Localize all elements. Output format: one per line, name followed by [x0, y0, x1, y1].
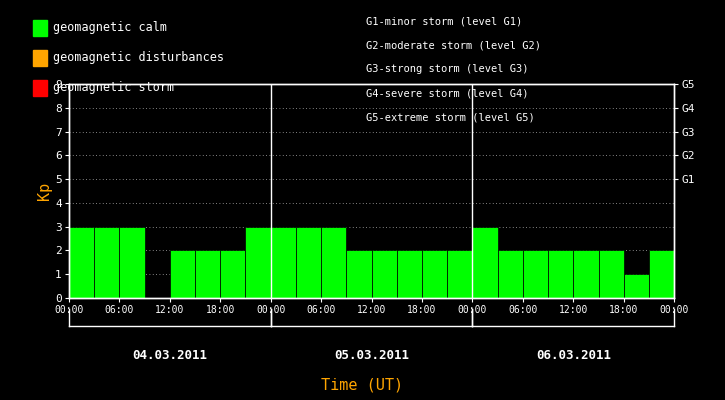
Bar	[523, 250, 548, 298]
Text: 06.03.2011: 06.03.2011	[536, 349, 611, 362]
Bar	[347, 250, 371, 298]
Text: geomagnetic storm: geomagnetic storm	[53, 82, 174, 94]
Text: G2-moderate storm (level G2): G2-moderate storm (level G2)	[366, 40, 541, 50]
Bar	[321, 227, 347, 298]
Bar	[170, 250, 195, 298]
Bar	[497, 250, 523, 298]
Bar	[548, 250, 573, 298]
Y-axis label: Kp: Kp	[38, 182, 52, 200]
Bar	[573, 250, 599, 298]
Bar	[220, 250, 246, 298]
Bar	[270, 227, 296, 298]
Text: 04.03.2011: 04.03.2011	[132, 349, 207, 362]
Text: G3-strong storm (level G3): G3-strong storm (level G3)	[366, 64, 529, 74]
Bar	[120, 227, 144, 298]
Bar	[624, 274, 649, 298]
Text: 05.03.2011: 05.03.2011	[334, 349, 409, 362]
Bar	[94, 227, 120, 298]
Bar	[473, 227, 497, 298]
Text: Time (UT): Time (UT)	[321, 377, 404, 392]
Bar	[397, 250, 422, 298]
Bar	[599, 250, 624, 298]
Bar	[371, 250, 397, 298]
Text: geomagnetic disturbances: geomagnetic disturbances	[53, 52, 224, 64]
Text: G4-severe storm (level G4): G4-severe storm (level G4)	[366, 88, 529, 98]
Bar	[195, 250, 220, 298]
Text: G5-extreme storm (level G5): G5-extreme storm (level G5)	[366, 112, 535, 122]
Text: geomagnetic calm: geomagnetic calm	[53, 22, 167, 34]
Bar	[649, 250, 674, 298]
Text: G1-minor storm (level G1): G1-minor storm (level G1)	[366, 16, 523, 26]
Bar	[447, 250, 473, 298]
Bar	[69, 227, 94, 298]
Bar	[422, 250, 447, 298]
Bar	[296, 227, 321, 298]
Bar	[246, 227, 270, 298]
